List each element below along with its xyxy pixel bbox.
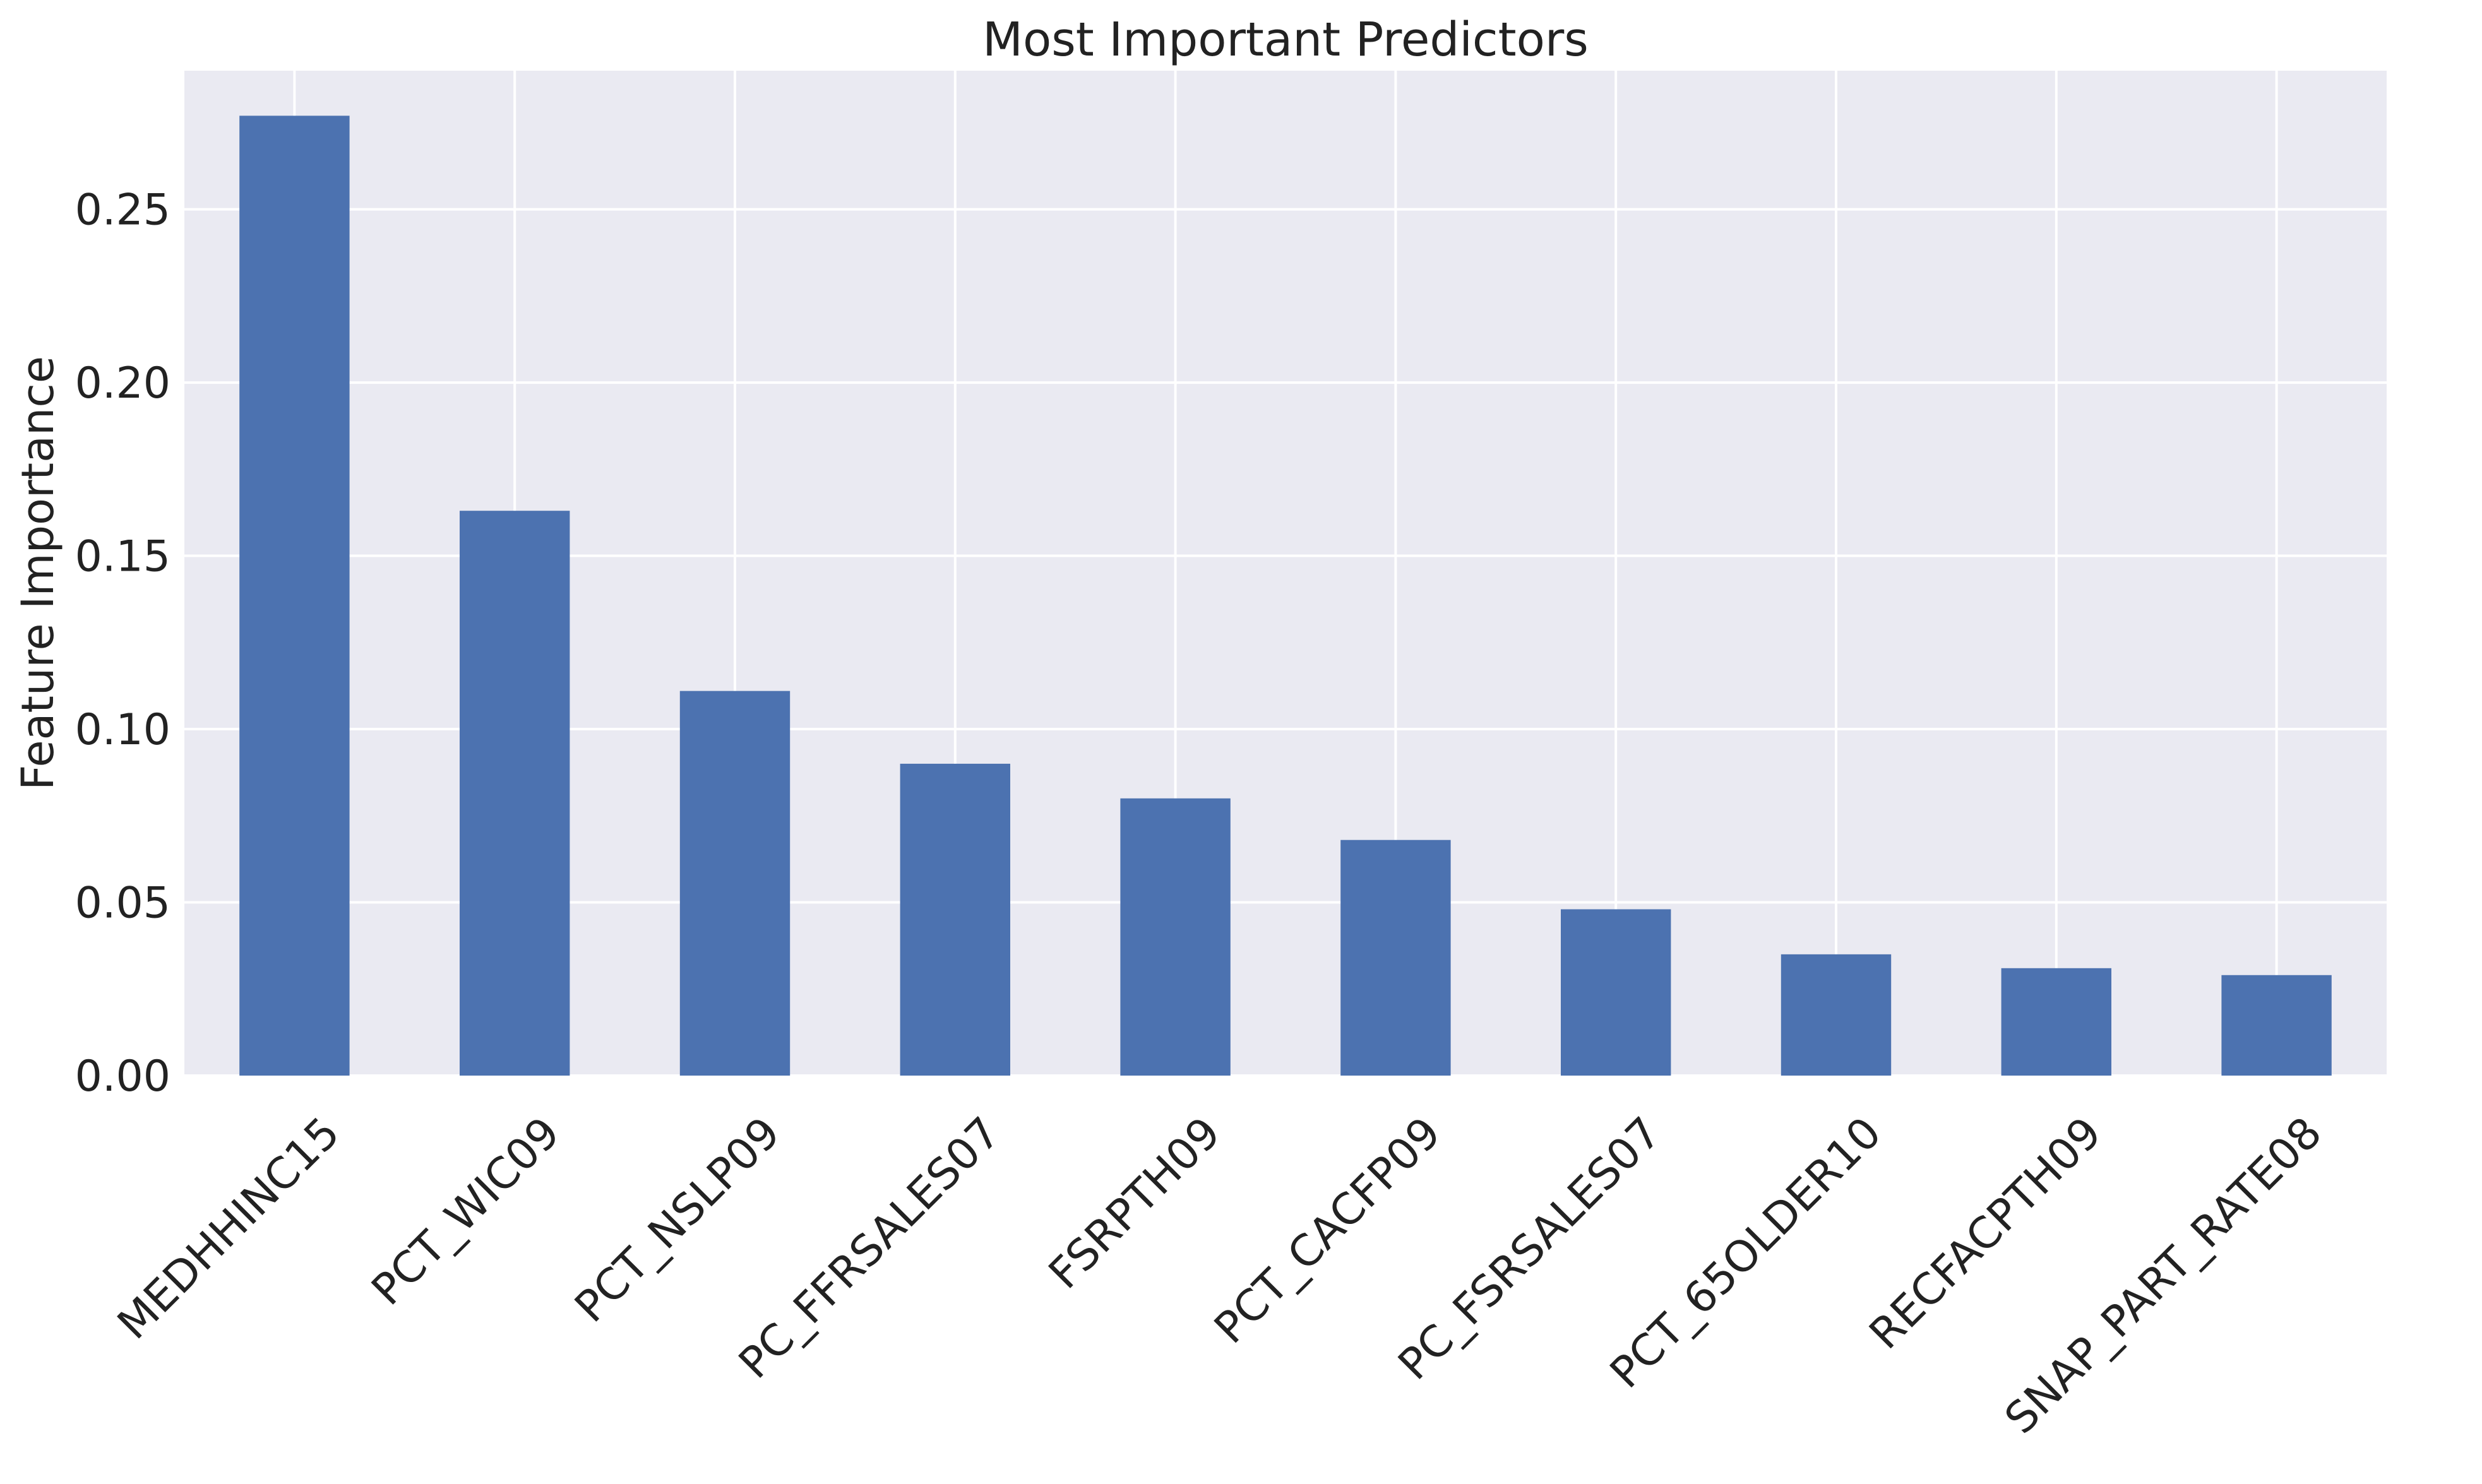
x-tick-label: PCT_CACFP09 <box>1205 1108 1451 1353</box>
bar-pct-nslp09 <box>679 691 791 1076</box>
x-axis-ticks: MEDHHINC15 PCT_WIC09PCT_NSLP09PC_FFRSALES… <box>109 1108 2332 1444</box>
y-tick-label: 0.15 <box>75 532 170 582</box>
bar-snap-part-rate08 <box>2221 975 2332 1076</box>
bars <box>239 116 2332 1076</box>
y-axis-label: Feature Importance <box>12 356 64 790</box>
x-tick-label: RECFACPTH09 <box>1860 1108 2111 1359</box>
y-axis-ticks: 0.00 0.05 0.10 0.15 0.20 0.25 <box>75 186 170 1101</box>
y-tick-label: 0.25 <box>75 186 170 235</box>
bar-pc-ffrsales07 <box>900 763 1010 1076</box>
x-tick-label: PCT_NSLP09 <box>566 1108 790 1332</box>
bar-pc-fsrsales07 <box>1561 909 1671 1076</box>
y-tick-label: 0.05 <box>75 879 170 929</box>
chart-title: Most Important Predictors <box>982 13 1589 67</box>
bar-fsrpth09 <box>1120 798 1231 1076</box>
bar-medhhinc15 <box>239 116 350 1076</box>
x-tick-label: MEDHHINC15 <box>109 1108 350 1349</box>
bar-pct-wic09 <box>460 511 570 1076</box>
bar-pct-65older10 <box>1781 954 1892 1076</box>
bar-pct-cacfp09 <box>1340 840 1451 1076</box>
y-tick-label: 0.20 <box>75 359 170 408</box>
x-tick-label: FSRPTH09 <box>1039 1108 1230 1298</box>
y-tick-label: 0.00 <box>75 1052 170 1101</box>
x-tick-label: PCT_WIC09 <box>362 1108 570 1315</box>
bar-recfacpth09 <box>2001 968 2111 1076</box>
y-tick-label: 0.10 <box>75 705 170 755</box>
